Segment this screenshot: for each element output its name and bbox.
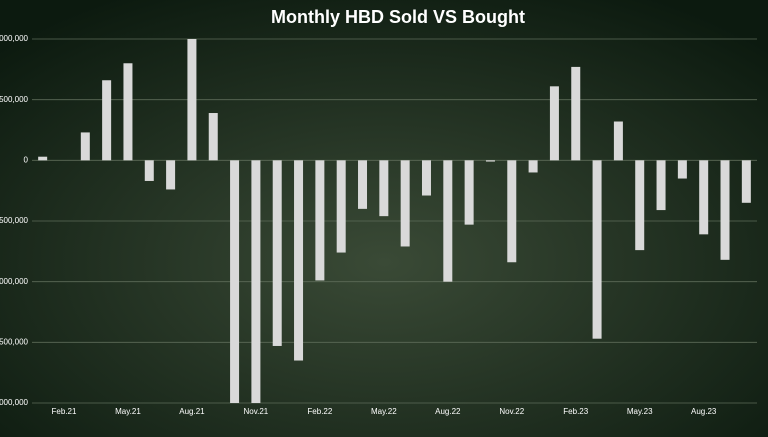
- y-tick-label: 1,000,000: [0, 34, 29, 43]
- bar: [613, 121, 623, 161]
- bar: [464, 160, 474, 225]
- bar: [400, 160, 410, 247]
- x-tick-label: Nov.22: [499, 407, 524, 416]
- bar: [379, 160, 389, 217]
- x-tick-label: May.22: [371, 407, 397, 416]
- bar: [571, 66, 581, 161]
- bar: [102, 80, 112, 161]
- bar: [38, 156, 48, 161]
- bar: [294, 160, 304, 361]
- bar: [315, 160, 325, 281]
- bar: [443, 160, 453, 282]
- bar: [358, 160, 368, 209]
- bar: [741, 160, 751, 203]
- bar: [421, 160, 431, 196]
- bar: [336, 160, 346, 253]
- y-tick-label: -500,000: [0, 216, 29, 225]
- bar: [144, 160, 154, 181]
- bar: [166, 160, 176, 190]
- bar: [635, 160, 645, 251]
- bar: [251, 160, 261, 403]
- bar: [123, 63, 133, 161]
- x-tick-label: Aug.23: [691, 407, 717, 416]
- x-tick-label: May.23: [627, 407, 653, 416]
- bar: [507, 160, 517, 263]
- y-tick-label: -1,500,000: [0, 337, 29, 346]
- x-tick-label: Feb.22: [307, 407, 332, 416]
- x-tick-label: Feb.23: [563, 407, 588, 416]
- bar: [187, 39, 197, 161]
- chart-title: Monthly HBD Sold VS Bought: [271, 7, 525, 27]
- bar: [699, 160, 709, 235]
- bar: [656, 160, 666, 211]
- bar: [80, 132, 90, 161]
- y-tick-label: -1,000,000: [0, 277, 29, 286]
- bar: [230, 160, 240, 403]
- x-tick-label: Nov.21: [244, 407, 269, 416]
- bar: [528, 160, 538, 173]
- x-tick-label: Aug.22: [435, 407, 461, 416]
- bar: [720, 160, 730, 260]
- x-tick-label: Aug.21: [179, 407, 205, 416]
- bar: [272, 160, 282, 346]
- bar: [549, 86, 559, 161]
- bar: [592, 160, 602, 339]
- x-tick-label: Feb.21: [52, 407, 77, 416]
- bar: [677, 160, 687, 179]
- bar: [485, 160, 495, 162]
- bar: [208, 113, 218, 161]
- x-tick-label: May.21: [115, 407, 141, 416]
- y-tick-label: -2,000,000: [0, 398, 29, 407]
- y-tick-label: 0: [24, 155, 29, 164]
- y-tick-label: 500,000: [0, 95, 29, 104]
